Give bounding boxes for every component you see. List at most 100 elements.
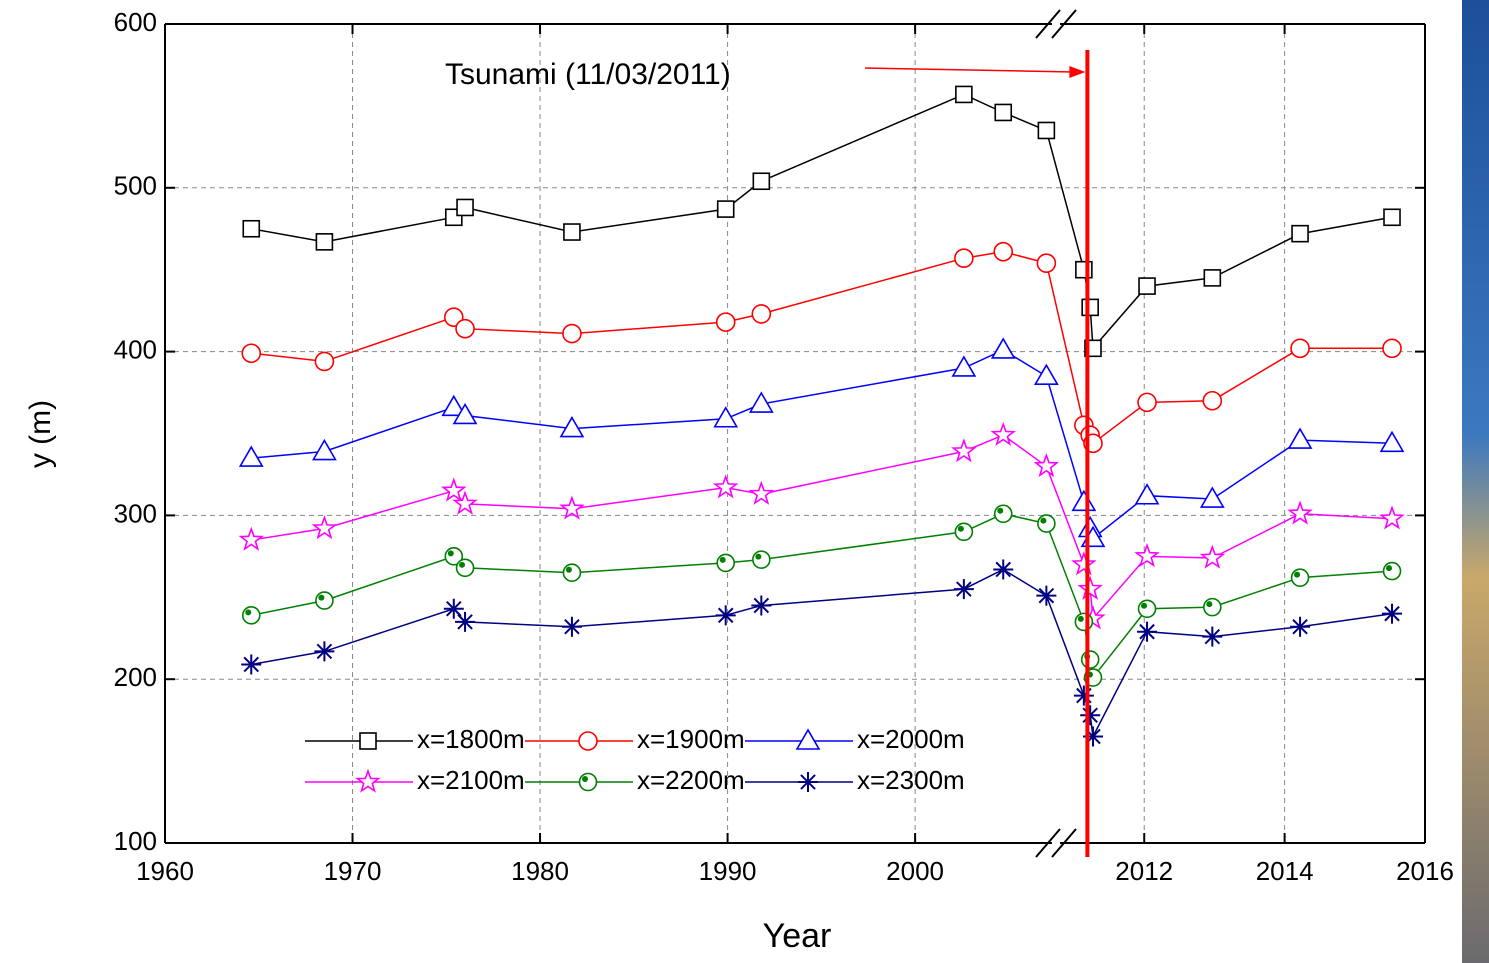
marker — [1134, 483, 1160, 505]
marker — [993, 241, 1014, 262]
marker — [314, 351, 335, 372]
marker — [355, 768, 381, 793]
marker — [1033, 452, 1060, 478]
marker — [238, 526, 264, 551]
background-photo — [1462, 0, 1489, 963]
marker — [561, 616, 582, 637]
marker — [1379, 430, 1405, 453]
marker — [1137, 621, 1158, 642]
axis-break — [1051, 828, 1077, 858]
marker — [444, 547, 464, 566]
x-tick-label: 2000 — [886, 856, 944, 886]
x-tick-label: 1970 — [324, 856, 382, 886]
marker — [1291, 224, 1309, 243]
series-line — [251, 349, 1393, 540]
axis-break — [1035, 9, 1061, 39]
marker — [951, 355, 977, 377]
x-tick-label: 2016 — [1396, 856, 1454, 886]
marker — [1138, 277, 1156, 295]
legend-label: x=1900m — [637, 724, 745, 754]
marker — [241, 606, 261, 625]
marker — [954, 522, 974, 542]
series-line — [251, 513, 1393, 680]
marker — [238, 445, 264, 467]
marker — [1290, 616, 1311, 637]
marker — [1137, 599, 1157, 619]
marker — [1075, 260, 1093, 279]
marker — [993, 559, 1014, 580]
marker — [314, 641, 335, 662]
marker — [1203, 597, 1222, 617]
axis-break — [1035, 828, 1061, 858]
y-tick-label: 400 — [114, 334, 157, 364]
y-tick-label: 600 — [114, 7, 157, 37]
marker — [1071, 489, 1097, 512]
marker — [1382, 603, 1403, 624]
x-tick-label: 1980 — [511, 856, 569, 886]
series-line — [251, 568, 1393, 739]
marker — [441, 477, 467, 502]
marker — [1037, 121, 1056, 140]
marker — [1382, 561, 1402, 581]
marker — [994, 103, 1013, 122]
marker — [716, 553, 736, 573]
legend-label: x=1800m — [417, 724, 525, 754]
marker — [359, 732, 377, 750]
marker — [562, 563, 582, 583]
marker — [713, 406, 739, 428]
legend-label: x=2200m — [637, 765, 745, 795]
marker — [990, 421, 1016, 446]
arrow-head — [1069, 66, 1086, 78]
axis-break — [1051, 9, 1077, 39]
marker — [312, 438, 337, 461]
y-axis-label: y (m) — [24, 400, 57, 468]
marker — [1080, 705, 1101, 726]
marker — [241, 343, 262, 364]
marker — [715, 312, 736, 332]
y-tick-label: 300 — [114, 498, 157, 528]
marker — [559, 495, 585, 520]
marker — [1033, 363, 1059, 385]
marker — [748, 480, 775, 505]
marker — [1202, 390, 1223, 411]
marker — [455, 611, 476, 632]
marker — [456, 198, 474, 217]
annotation: Tsunami (11/03/2011) — [445, 58, 731, 91]
marker — [1202, 626, 1223, 647]
marker — [1199, 486, 1225, 508]
x-tick-label: 1960 — [136, 856, 194, 886]
marker — [441, 394, 467, 417]
marker — [954, 248, 974, 269]
marker — [241, 654, 262, 675]
y-tick-label: 100 — [114, 826, 157, 856]
marker — [315, 591, 334, 610]
marker — [1199, 544, 1226, 569]
marker — [751, 595, 772, 616]
marker — [993, 504, 1013, 524]
marker — [752, 172, 771, 191]
marker — [1036, 585, 1057, 606]
marker — [1379, 505, 1405, 530]
marker — [1287, 500, 1313, 525]
marker — [1073, 685, 1094, 706]
marker — [712, 474, 739, 499]
series-line — [251, 93, 1393, 351]
y-tick-label: 500 — [114, 171, 157, 201]
marker — [311, 515, 338, 540]
marker — [1290, 338, 1310, 359]
x-axis-label: Year — [763, 917, 832, 955]
marker — [1037, 514, 1056, 533]
marker — [443, 598, 464, 619]
x-tick-label: 2012 — [1115, 856, 1173, 886]
marker — [315, 233, 334, 251]
legend-label: x=2100m — [417, 765, 525, 795]
marker — [1071, 551, 1097, 576]
marker — [1074, 612, 1094, 632]
marker — [242, 219, 261, 238]
marker — [795, 728, 821, 750]
annotation-arrow — [864, 67, 1074, 73]
marker — [578, 731, 598, 751]
marker — [1203, 269, 1222, 287]
marker — [452, 490, 478, 515]
